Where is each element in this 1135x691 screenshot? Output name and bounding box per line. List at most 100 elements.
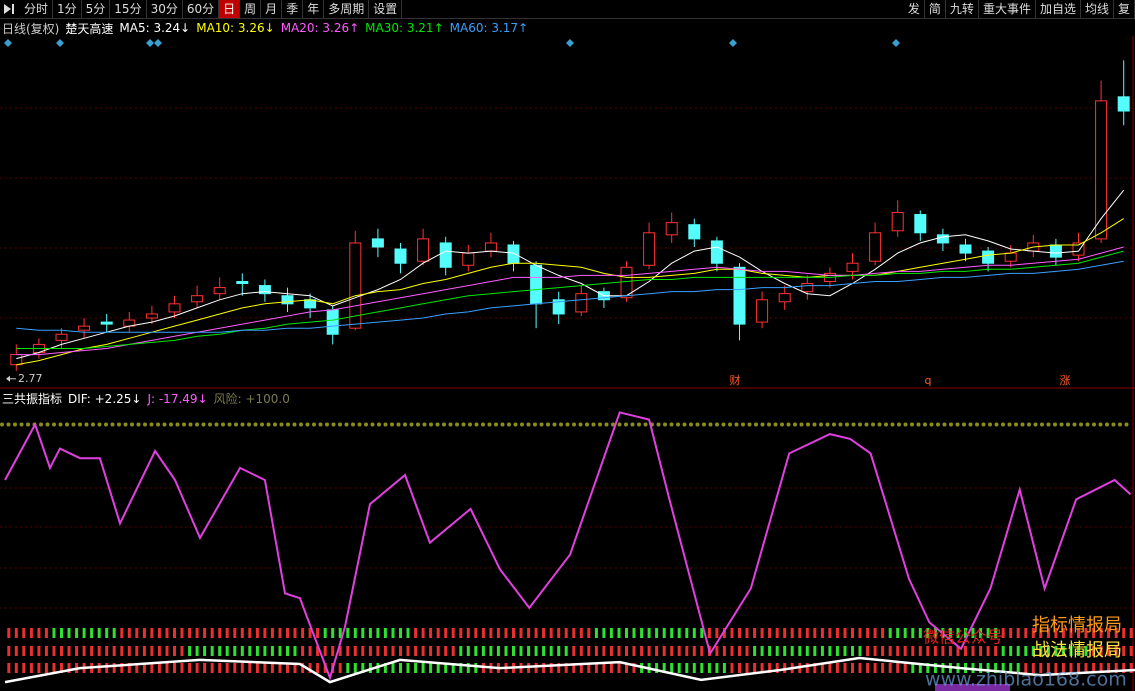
signal-tick (1039, 628, 1043, 638)
toolbar-button[interactable]: 15分 (110, 0, 147, 18)
toolbar-button[interactable]: 重大事件 (979, 0, 1036, 18)
signal-tick (745, 628, 749, 638)
signal-tick (1092, 628, 1096, 638)
toolbar-button[interactable]: 5分 (82, 0, 111, 18)
toolbar-button[interactable]: 年 (303, 0, 325, 18)
signal-tick (474, 663, 478, 673)
signal-tick (738, 663, 741, 673)
signal-tick (286, 663, 289, 673)
signal-tick (90, 628, 94, 638)
signal-tick (783, 628, 787, 638)
toolbar-button[interactable]: 九转 (946, 0, 979, 18)
signal-tick (346, 646, 350, 656)
signal-tick (301, 628, 305, 638)
event-label: 涨 (1060, 374, 1071, 387)
candle-body (733, 266, 746, 325)
signal-tick (255, 646, 259, 656)
signal-tick (1024, 663, 1028, 673)
signal-tick (444, 628, 448, 638)
signal-tick (286, 646, 289, 656)
toolbar-icon[interactable] (0, 0, 20, 18)
signal-tick (414, 628, 418, 638)
signal-tick (52, 663, 56, 673)
signal-tick (964, 628, 967, 638)
signal-tick (549, 663, 553, 673)
signal-tick (504, 628, 508, 638)
signal-tick (1009, 663, 1013, 673)
signal-tick (399, 646, 402, 656)
signal-tick (60, 628, 63, 638)
signal-tick (255, 663, 259, 673)
signal-tick (896, 628, 900, 638)
signal-tick (519, 646, 523, 656)
signal-tick (828, 628, 832, 638)
signal-tick (346, 628, 350, 638)
toolbar-button[interactable]: 60分 (183, 0, 220, 18)
toolbar-button[interactable]: 1分 (53, 0, 82, 18)
signal-tick (481, 646, 485, 656)
signal-tick (406, 646, 410, 656)
signal-tick (451, 646, 455, 656)
diamond (56, 39, 64, 47)
signal-tick (933, 663, 937, 673)
signal-tick (233, 646, 237, 656)
event-label: 财 (730, 373, 741, 387)
signal-tick (331, 628, 335, 638)
signal-tick (120, 663, 124, 673)
toolbar-button[interactable]: 均线 (1081, 0, 1114, 18)
signal-tick (579, 646, 583, 656)
toolbar-button[interactable]: 分时 (20, 0, 54, 18)
period: 日线(复权) (2, 21, 60, 36)
toolbar-button[interactable]: 复 (1114, 0, 1135, 18)
toolbar-button[interactable]: 发 (904, 0, 925, 18)
toolbar-button[interactable]: 月 (261, 0, 283, 18)
indicator-line (4, 411, 1132, 681)
signal-tick (1129, 646, 1133, 656)
signal-tick (323, 646, 327, 656)
toolbar-button[interactable]: 设置 (369, 0, 403, 18)
signal-tick (594, 628, 598, 638)
toolbar-button[interactable]: 季 (282, 0, 304, 18)
signal-tick (173, 663, 176, 673)
signal-tick (414, 646, 418, 656)
candle-body (1049, 244, 1062, 258)
toolbar-button[interactable]: 多周期 (324, 0, 370, 18)
signal-tick (203, 663, 207, 673)
toolbar-button[interactable]: 简 (925, 0, 946, 18)
signal-tick (44, 646, 48, 656)
signal-tick (798, 628, 802, 638)
signal-tick (587, 646, 591, 656)
signal-tick (142, 628, 146, 638)
signal-tick (421, 628, 425, 638)
signal-tick (971, 646, 975, 656)
toolbar-button[interactable]: 周 (240, 0, 262, 18)
signal-tick (753, 628, 757, 638)
toolbar-button[interactable]: 加自选 (1036, 0, 1081, 18)
signal-tick (685, 646, 689, 656)
signal-tick (218, 663, 222, 673)
signal-tick (1092, 663, 1096, 673)
signal-tick (459, 663, 463, 673)
signal-tick (150, 663, 154, 673)
signal-tick (1114, 646, 1118, 656)
toolbar-left: 分时 1分 5分 15分 30分 60分日周月季年多周期 设置 (20, 0, 403, 18)
signal-tick (429, 646, 433, 656)
signal-tick (926, 663, 930, 673)
signal-tick (52, 628, 56, 638)
signal-tick (579, 628, 583, 638)
signal-tick (813, 663, 817, 673)
signal-tick (979, 646, 983, 656)
toolbar-button[interactable]: 30分 (147, 0, 183, 18)
diamond (146, 39, 154, 47)
watermark-brand: 战法情报局 (1032, 640, 1122, 661)
signal-tick (1046, 646, 1050, 656)
signal-tick (1084, 628, 1088, 638)
signal-tick (188, 663, 192, 673)
toolbar-button[interactable]: 日 (219, 0, 241, 18)
candle-body (665, 222, 678, 236)
signal-tick (37, 628, 41, 638)
signal-tick (1129, 663, 1133, 673)
signal-tick (188, 646, 192, 656)
signal-tick (707, 628, 711, 638)
